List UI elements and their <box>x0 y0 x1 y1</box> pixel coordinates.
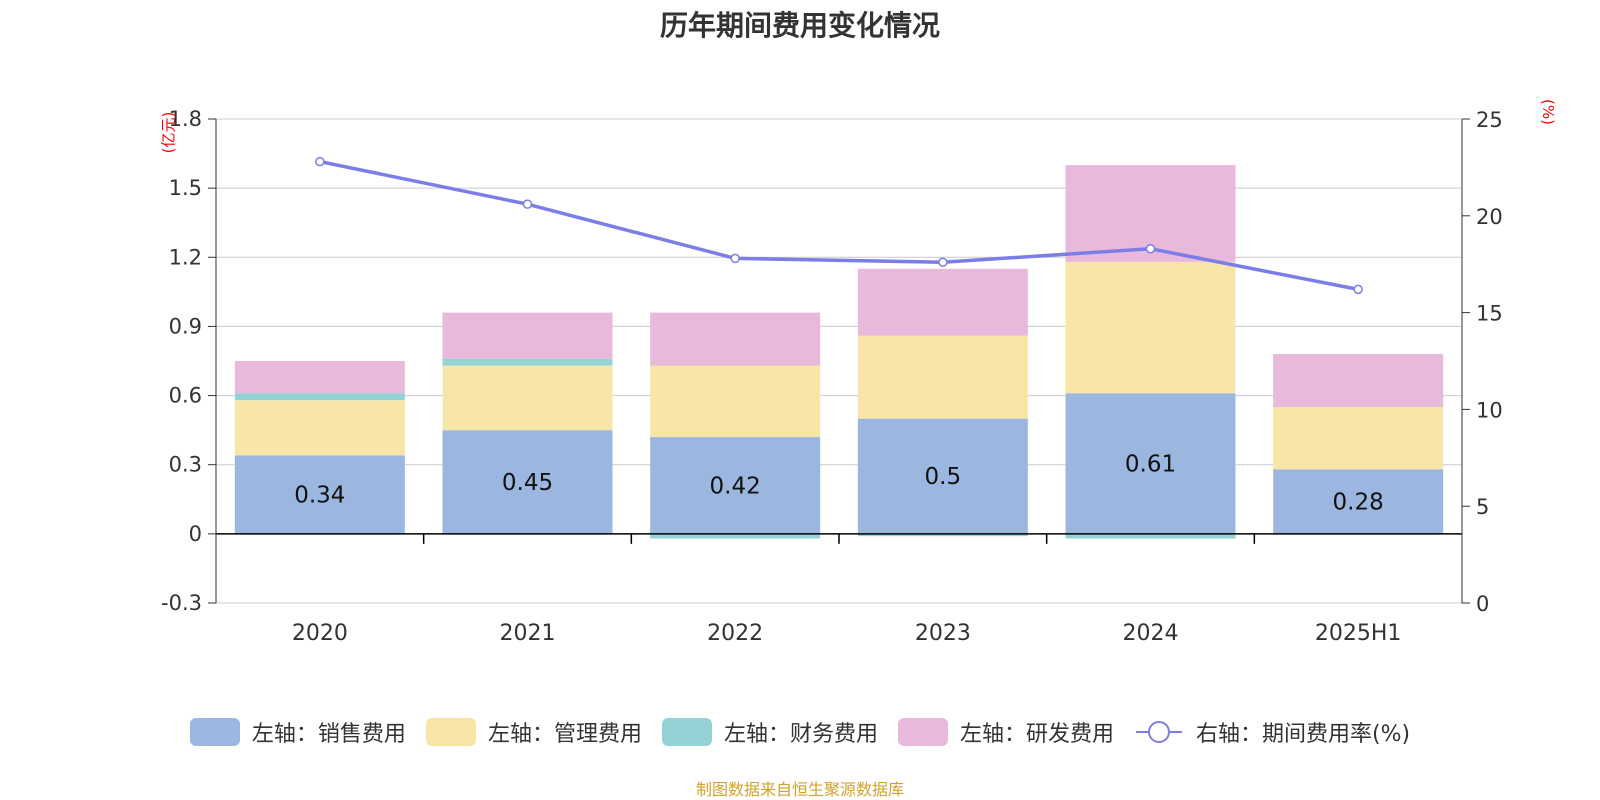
legend-swatch-admin <box>425 718 476 746</box>
bar-1-2025H1 <box>1273 469 1444 534</box>
bar-2-2024 <box>1065 261 1236 394</box>
legend-item-admin[interactable]: 左轴：管理费用 <box>425 716 642 748</box>
left-axis-tick-label: 1.8 <box>169 107 202 131</box>
legend: 左轴：销售费用 左轴：管理费用 左轴：财务费用 左轴：研发费用 右轴：期间费用率… <box>0 716 1600 748</box>
bar-4-2020 <box>234 361 405 394</box>
bar-1-2023 <box>857 418 1028 534</box>
legend-label-finance: 左轴：财务费用 <box>723 722 878 747</box>
x-axis-tick-label: 2023 <box>915 621 971 646</box>
x-axis-tick-label: 2025H1 <box>1315 621 1402 646</box>
bar-1-2020 <box>234 455 405 534</box>
chart-title: 历年期间费用变化情况 <box>659 9 940 42</box>
bar-1-2024 <box>1065 393 1236 534</box>
legend-label-sales: 左轴：销售费用 <box>251 722 406 747</box>
data-label-sales-2022: 0.42 <box>710 473 761 499</box>
left-axis-tick-label: 0.3 <box>169 453 202 477</box>
legend-swatch-finance <box>661 718 712 746</box>
data-label-sales-2021: 0.45 <box>502 470 553 496</box>
x-axis-tick-label: 2024 <box>1123 621 1179 646</box>
bar-3-2024 <box>1065 533 1236 539</box>
bar-1-2022 <box>650 437 821 534</box>
rate-point-2025H1 <box>1353 284 1363 295</box>
legend-item-rnd[interactable]: 左轴：研发费用 <box>897 716 1114 748</box>
data-label-sales-2020: 0.34 <box>294 483 345 509</box>
chart-canvas: -0.3 0 0.3 0.6 0.9 1.2 1.5 1.8 0.34 2020 0.45 2021 0… <box>161 107 1503 646</box>
left-axis-tick-label: 0 <box>189 522 202 546</box>
left-axis-tick-label: 0.9 <box>169 314 202 338</box>
bar-3-2022 <box>650 533 821 539</box>
x-axis-tick-label: 2021 <box>500 621 556 646</box>
legend-label-rnd: 左轴：研发费用 <box>959 722 1114 747</box>
left-axis-tick-label: 1.5 <box>169 176 202 200</box>
right-axis-tick-label: 15 <box>1476 302 1503 326</box>
rate-line <box>319 159 1359 292</box>
bar-4-2025H1 <box>1273 354 1444 408</box>
left-axis-tick-label: 1.2 <box>169 245 202 269</box>
right-axis-tick-label: 20 <box>1476 205 1503 229</box>
legend-swatch-sales <box>189 718 240 746</box>
bar-1-2021 <box>442 430 613 534</box>
x-axis-tick-label: 2020 <box>292 621 348 646</box>
bar-2-2022 <box>650 365 821 438</box>
right-axis-tick-label: 25 <box>1476 108 1503 132</box>
bar-3-2021 <box>442 358 613 366</box>
bar-4-2021 <box>442 312 613 359</box>
bar-4-2022 <box>650 312 821 366</box>
left-axis-tick-label: 0.6 <box>169 384 202 408</box>
bar-3-2020 <box>234 393 405 401</box>
data-label-sales-2023: 0.5 <box>925 464 962 490</box>
right-axis-tick-label: 10 <box>1476 398 1503 422</box>
legend-swatch-rate <box>1135 721 1182 743</box>
legend-item-rate[interactable]: 右轴：期间费用率(%) <box>1134 716 1410 748</box>
bar-2-2021 <box>442 365 613 431</box>
source-note: 制图数据来自恒生聚源数据库 <box>695 780 904 799</box>
bar-2-2020 <box>234 400 405 456</box>
bar-2-2025H1 <box>1273 407 1444 470</box>
data-label-sales-2025H1: 0.28 <box>1333 490 1384 516</box>
data-label-sales-2024: 0.61 <box>1125 452 1176 478</box>
bar-4-2023 <box>857 268 1028 336</box>
bar-2-2023 <box>857 335 1028 419</box>
legend-item-finance[interactable]: 左轴：财务费用 <box>661 716 878 748</box>
rate-point-2020 <box>315 156 325 167</box>
rate-point-2023 <box>938 257 948 268</box>
left-axis-tick-label: -0.3 <box>161 591 202 615</box>
x-axis-tick-label: 2022 <box>707 621 763 646</box>
right-axis-tick-label: 5 <box>1476 495 1489 519</box>
rate-point-2024 <box>1145 243 1156 254</box>
legend-label-rate: 右轴：期间费用率(%) <box>1195 722 1411 747</box>
legend-label-admin: 左轴：管理费用 <box>487 722 642 747</box>
legend-item-sales[interactable]: 左轴：销售费用 <box>189 716 406 748</box>
bar-3-2023 <box>857 533 1028 537</box>
right-axis-tick-label: 0 <box>1476 592 1489 616</box>
rate-point-2022 <box>730 253 740 264</box>
rate-point-2021 <box>522 199 533 209</box>
legend-swatch-rnd <box>897 718 948 746</box>
